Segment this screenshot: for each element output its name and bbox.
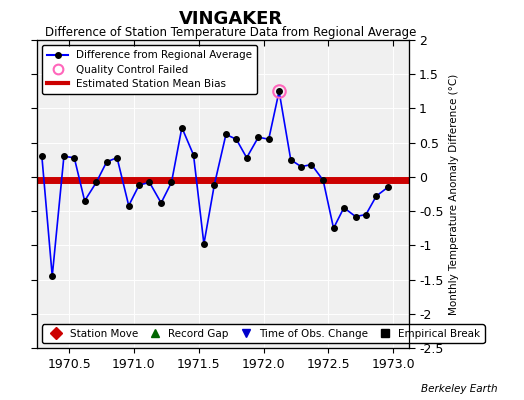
Text: VINGAKER: VINGAKER — [179, 10, 282, 28]
Legend: Station Move, Record Gap, Time of Obs. Change, Empirical Break: Station Move, Record Gap, Time of Obs. C… — [42, 324, 485, 343]
Text: Difference of Station Temperature Data from Regional Average: Difference of Station Temperature Data f… — [45, 26, 416, 39]
Y-axis label: Monthly Temperature Anomaly Difference (°C): Monthly Temperature Anomaly Difference (… — [449, 73, 459, 315]
Text: Berkeley Earth: Berkeley Earth — [421, 384, 498, 394]
